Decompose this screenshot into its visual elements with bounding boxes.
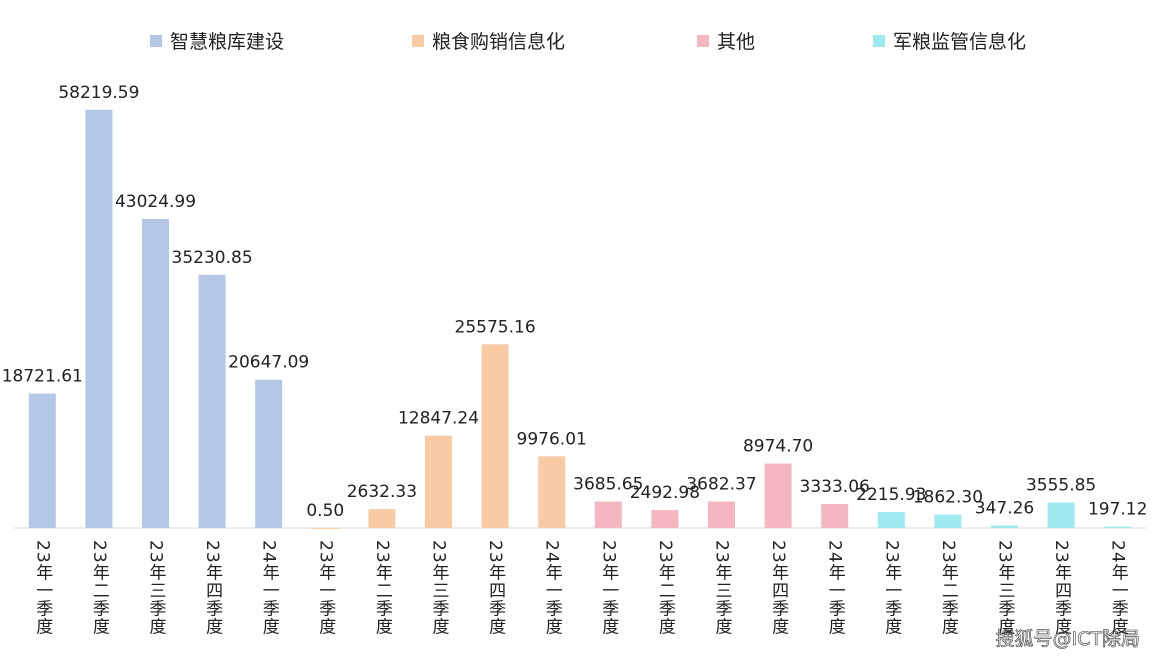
legend-label: 智慧粮库建设 <box>170 31 284 53</box>
bar <box>1047 502 1075 528</box>
data-label: 2632.33 <box>347 482 417 502</box>
data-label: 9976.01 <box>517 429 587 449</box>
legend-swatch <box>697 35 709 47</box>
bar <box>28 393 56 528</box>
bar <box>764 463 792 528</box>
x-tick-label: 23年二季度 <box>938 540 959 636</box>
x-tick-label: 23年四季度 <box>485 540 506 636</box>
bar <box>142 218 169 529</box>
bar <box>311 527 339 529</box>
data-label: 197.12 <box>1088 500 1147 520</box>
x-tick-label: 23年四季度 <box>768 540 789 636</box>
x-tick-label: 23年三季度 <box>429 540 450 636</box>
data-label: 8974.70 <box>743 437 813 457</box>
legend-label: 粮食购销信息化 <box>432 31 565 53</box>
x-tick-label: 23年一季度 <box>32 540 53 636</box>
data-label: 25575.16 <box>455 317 536 337</box>
bar <box>425 435 452 528</box>
bar <box>821 504 849 528</box>
x-tick-label: 23年一季度 <box>881 540 902 636</box>
x-tick-label: 23年四季度 <box>202 540 223 636</box>
x-tick-label: 23年一季度 <box>315 540 336 636</box>
legend-swatch <box>150 35 162 47</box>
data-label: 20647.09 <box>228 353 309 373</box>
data-label: 58219.59 <box>58 83 139 103</box>
bar <box>877 512 905 528</box>
bar <box>651 510 679 528</box>
data-label: 12847.24 <box>398 409 479 429</box>
data-label: 18721.61 <box>2 367 83 387</box>
data-label: 2215.93 <box>856 485 926 505</box>
data-label: 1862.30 <box>913 488 983 508</box>
bar <box>1104 526 1132 528</box>
x-tick-label: 23年四季度 <box>1051 540 1072 636</box>
x-tick-label: 24年一季度 <box>1108 540 1129 636</box>
data-label: 3333.06 <box>800 477 870 497</box>
data-label: 0.50 <box>306 501 344 521</box>
data-label: 35230.85 <box>172 248 253 268</box>
legend-swatch <box>873 35 885 47</box>
data-label: 347.26 <box>975 499 1034 519</box>
x-tick-label: 24年一季度 <box>259 540 280 636</box>
x-tick-label: 23年一季度 <box>598 540 619 636</box>
data-label: 2492.98 <box>630 483 700 503</box>
x-tick-label: 23年三季度 <box>995 540 1016 636</box>
legend-swatch <box>412 35 424 47</box>
data-label: 3685.65 <box>573 475 643 495</box>
bar <box>198 274 226 528</box>
x-tick-label: 23年三季度 <box>146 540 167 636</box>
data-label: 43024.99 <box>115 192 196 212</box>
x-tick-label: 23年二季度 <box>372 540 393 636</box>
bar <box>85 109 113 528</box>
bar <box>481 344 509 528</box>
legend-label: 其他 <box>717 31 755 53</box>
watermark: 搜狐号@ICT除局 <box>996 628 1140 650</box>
bar <box>255 379 283 528</box>
data-label: 3682.37 <box>686 475 756 495</box>
bar <box>594 501 622 528</box>
bar <box>708 501 735 528</box>
x-tick-label: 24年一季度 <box>542 540 563 636</box>
legend-label: 军粮监管信息化 <box>893 31 1026 53</box>
x-tick-label: 23年二季度 <box>655 540 676 636</box>
data-label: 3555.85 <box>1026 475 1096 495</box>
bar <box>934 514 962 528</box>
x-tick-label: 23年三季度 <box>712 540 733 636</box>
x-tick-label: 23年二季度 <box>89 540 110 636</box>
x-tick-label: 24年一季度 <box>825 540 846 636</box>
bar <box>991 525 1018 528</box>
bar <box>368 509 396 528</box>
bar <box>538 456 566 528</box>
